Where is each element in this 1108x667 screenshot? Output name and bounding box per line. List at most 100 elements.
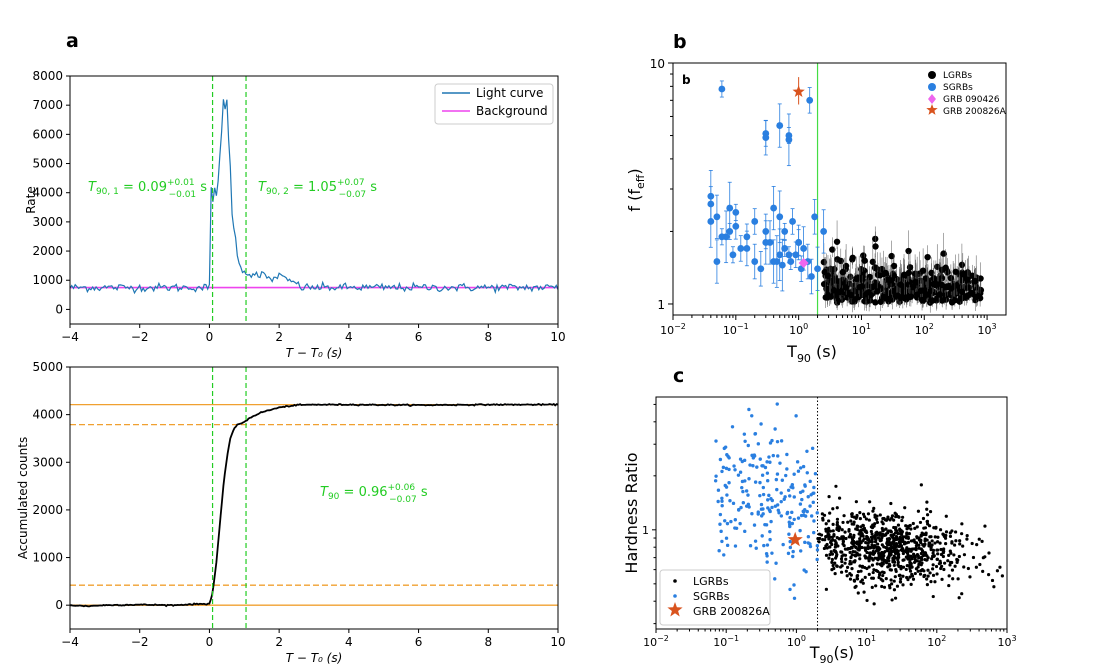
hardness-scatter-panel: 10−2 10−1 100 101 102 103 1 [642, 397, 1017, 649]
legend-c-lgrb: LGRBs [693, 575, 729, 588]
lgrb-point [913, 540, 917, 544]
lgrb-point [868, 546, 872, 550]
accumulated-counts-panel: −4 −2 0 2 4 6 8 10 0 1000 2000 3000 4000 5000 [32, 360, 565, 649]
sgrb-point [778, 461, 782, 465]
sgrb-point [785, 452, 789, 457]
sgrb-point [727, 467, 731, 472]
sgrb-point [779, 491, 783, 495]
sgrb-point [781, 542, 785, 547]
lgrb-point [830, 552, 835, 556]
sgrb-point [792, 495, 796, 499]
lgrb-point [880, 584, 884, 589]
lgrb-point [948, 299, 956, 306]
sgrb-point [766, 498, 770, 502]
x-tick-label: 2 [275, 635, 283, 649]
lgrb-point [881, 579, 885, 583]
sgrb-point [791, 486, 795, 490]
lgrb-point [889, 287, 896, 294]
sgrb-point [725, 543, 730, 548]
light-curve-frame [69, 75, 559, 325]
lgrb-point [828, 511, 832, 515]
x-tick-label: 100 [787, 634, 806, 649]
y-tick-label: 8000 [32, 69, 63, 83]
sgrb-point [760, 464, 764, 468]
lgrb-point [919, 551, 923, 556]
lgrb-point [873, 522, 877, 526]
lgrb-point [918, 296, 926, 304]
lgrb-point [824, 522, 828, 526]
lgrb-point [887, 583, 892, 588]
lgrb-point [953, 564, 957, 568]
sgrb-point [779, 439, 784, 443]
sgrb-point [739, 505, 743, 510]
lgrb-point [866, 556, 871, 560]
lgrb-point [893, 596, 898, 600]
lgrb-point [889, 568, 893, 572]
lgrb-point [901, 515, 905, 519]
y-tick-label: 1 [642, 524, 649, 537]
lgrb-point [944, 542, 948, 546]
lgrb-point [824, 544, 828, 548]
sgrb-point [803, 484, 807, 488]
sgrb-point [716, 499, 720, 504]
sgrb-point [741, 489, 745, 494]
lgrb-point [835, 564, 839, 568]
lgrb-point [916, 565, 920, 569]
sgrb-point [785, 132, 793, 139]
sgrb-point [760, 534, 764, 538]
lgrb-point [925, 577, 929, 581]
x-tick-label: 103 [997, 634, 1016, 649]
lgrb-point [859, 569, 863, 573]
lgrb-point [931, 594, 935, 599]
lgrb-point [849, 555, 853, 559]
x-tick-label: 102 [915, 322, 934, 337]
sgrb-point [748, 463, 752, 467]
lgrb-point [952, 268, 959, 275]
sgrb-point [720, 496, 724, 500]
lgrb-point [939, 297, 946, 304]
sgrb-point [809, 514, 814, 518]
lgrb-point [960, 522, 964, 526]
lgrb-point [919, 267, 927, 274]
sgrb-point [718, 85, 726, 93]
lgrb-point [947, 574, 951, 578]
sgrb-point [805, 449, 809, 453]
lgrb-point [875, 517, 879, 521]
lgrb-point [925, 507, 929, 511]
lgrb-point [872, 264, 879, 271]
sgrb-point [770, 551, 774, 555]
lgrb-point [829, 540, 833, 545]
sgrb-point [798, 502, 803, 506]
lgrb-point [905, 531, 909, 535]
sgrb-point [737, 507, 741, 512]
lgrb-point [850, 546, 854, 550]
sgrb-point [738, 457, 743, 461]
panel-letter-c: c [673, 365, 684, 387]
lgrb-point [866, 512, 871, 516]
sgrb-point [770, 438, 774, 443]
lgrb-point [834, 550, 838, 555]
sgrb-point [791, 554, 795, 559]
sgrb-point [768, 460, 772, 464]
x-tick-label: 6 [415, 635, 423, 649]
t90-1-annotation: T90, 1 = 0.09+0.01 −0.01 s [88, 178, 207, 200]
sgrb-point [732, 208, 740, 216]
x-tick-label: 103 [978, 322, 997, 337]
sgrb-point [763, 465, 768, 470]
lgrb-point [844, 536, 848, 541]
sgrb-point [716, 488, 721, 492]
sgrb-point [803, 540, 807, 545]
sgrb-point [729, 251, 737, 259]
lgrb-point [835, 517, 840, 521]
lgrb-point [867, 572, 871, 577]
sgrb-point [799, 549, 803, 553]
sgrb-point [770, 258, 778, 265]
lgrb-point [848, 577, 853, 581]
lgrb-point [890, 514, 895, 518]
lgrb-point [931, 551, 935, 555]
lgrb-point [878, 533, 882, 537]
lgrb-point [875, 562, 879, 566]
sgrb-point [798, 528, 802, 533]
lgrb-point [842, 553, 846, 557]
lgrb-point [918, 520, 923, 525]
